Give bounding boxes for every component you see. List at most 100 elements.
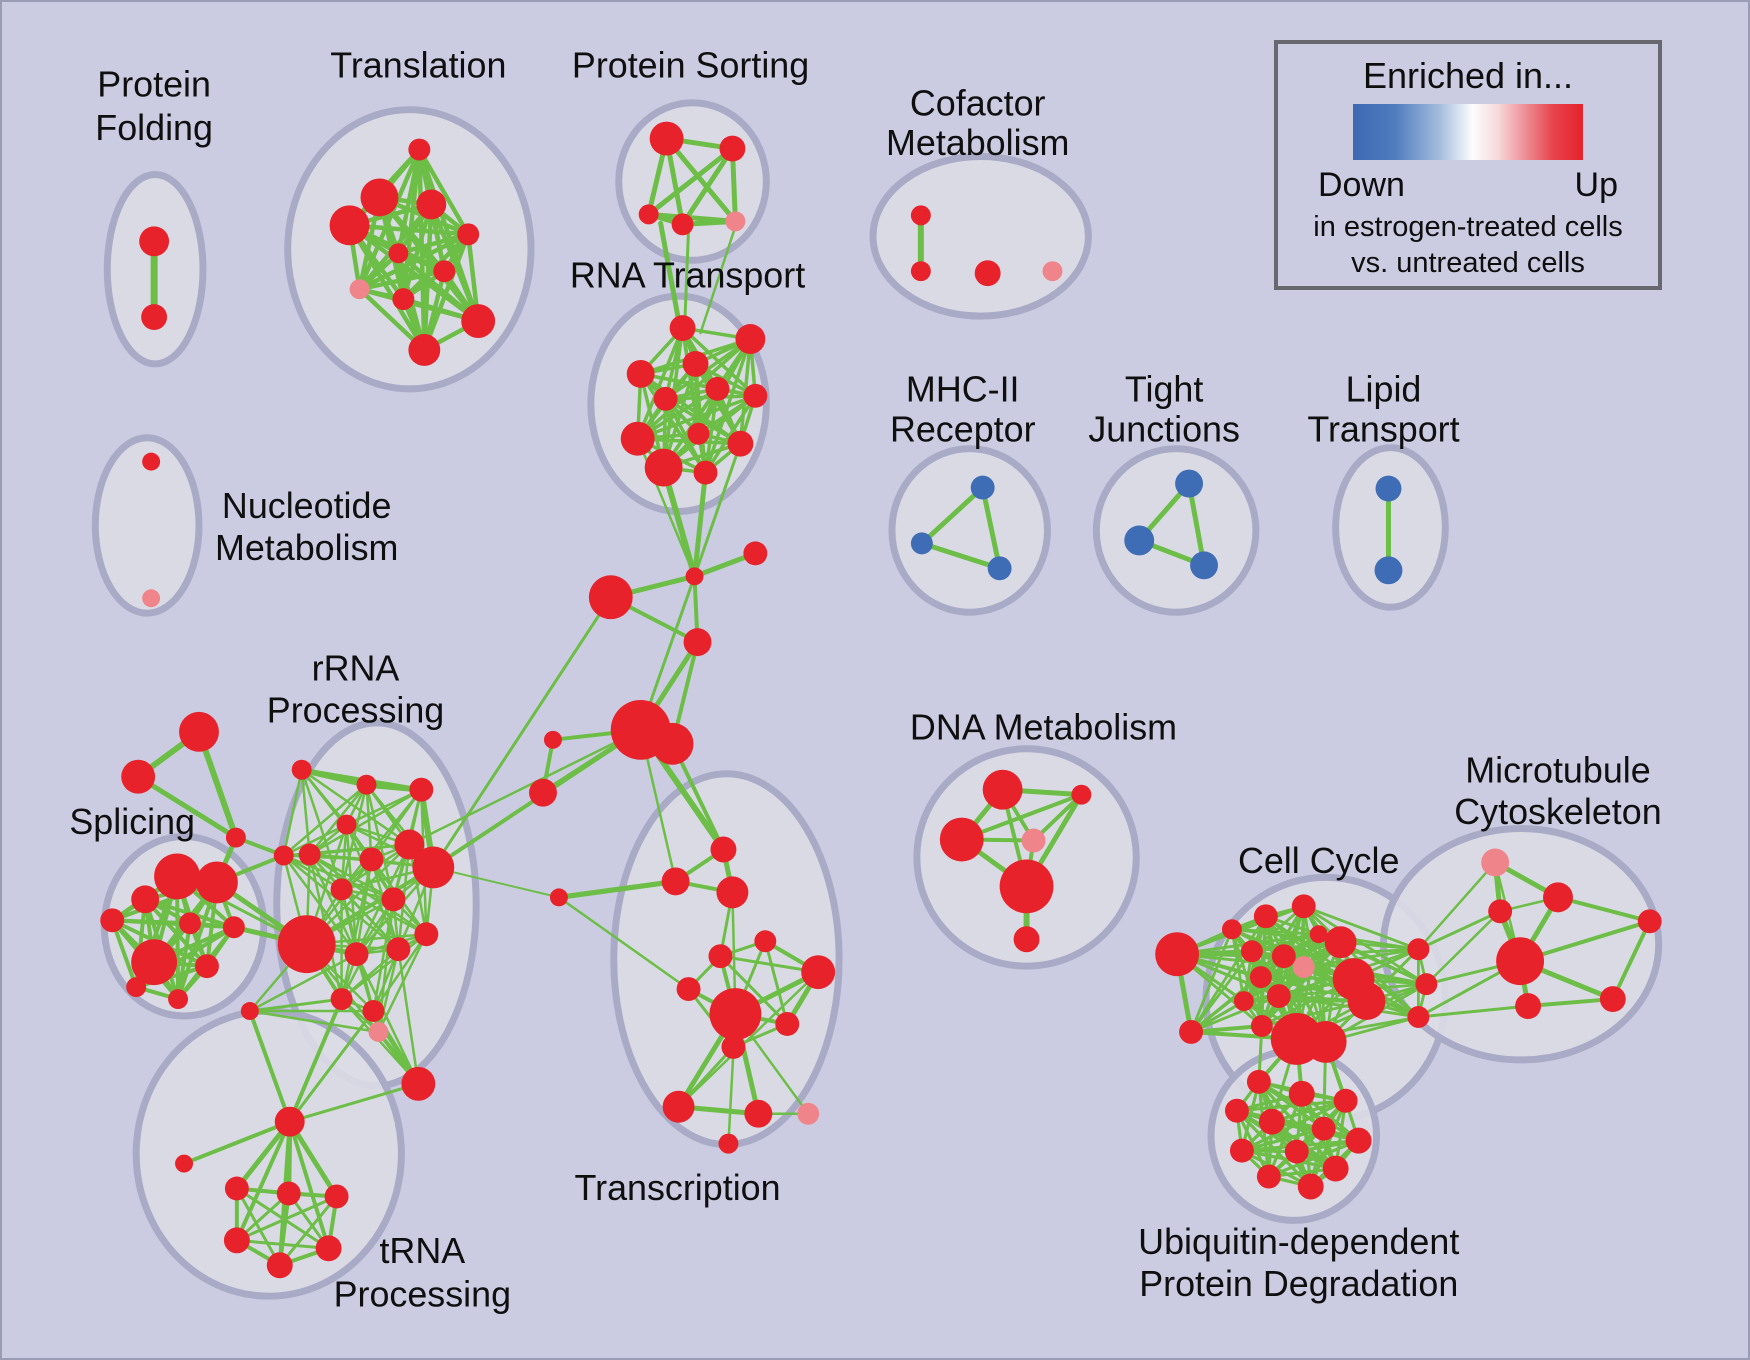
legend-caption-line2: vs. untreated cells bbox=[1351, 246, 1585, 279]
gene-set-node-rrna-processing bbox=[344, 942, 369, 967]
network-edge bbox=[135, 774, 239, 841]
gene-set-node-transcription bbox=[718, 1133, 739, 1154]
gene-set-node-splicing bbox=[195, 954, 219, 979]
cluster-label-rrna-processing: Processing bbox=[267, 690, 444, 730]
gene-set-node-transcription bbox=[754, 930, 777, 953]
gene-set-node-ubiquitin-degradation bbox=[1258, 1108, 1285, 1135]
gene-set-node-cell-cycle bbox=[1309, 925, 1328, 944]
network-edge bbox=[663, 397, 743, 446]
gene-set-node-rrna-processing bbox=[412, 846, 455, 889]
network-edge bbox=[282, 854, 373, 861]
gene-set-node-rna-transport bbox=[620, 421, 655, 456]
gene-set-node-dna-metabolism bbox=[939, 817, 984, 862]
legend-up-label: Up bbox=[1574, 165, 1618, 204]
gene-set-node-cofactor-metabolism bbox=[974, 260, 1001, 287]
gene-set-node-connector-hub bbox=[683, 628, 712, 657]
gene-set-node-rrna-processing bbox=[414, 922, 439, 947]
network-edge bbox=[1417, 861, 1497, 951]
network-edge bbox=[377, 933, 428, 1034]
network-edge bbox=[248, 952, 358, 1013]
gene-set-node-splicing bbox=[222, 916, 245, 939]
gene-set-node-microtubule-cytoskeleton bbox=[1599, 986, 1626, 1013]
gene-set-node-rrna-processing bbox=[394, 829, 425, 860]
network-edge bbox=[247, 1009, 292, 1124]
network-edge bbox=[1416, 909, 1502, 951]
gene-set-node-cell-cycle bbox=[1253, 904, 1278, 929]
gene-set-node-protein-sorting bbox=[671, 213, 694, 236]
legend-down-label: Down bbox=[1318, 165, 1405, 204]
gene-set-node-dna-metabolism bbox=[1013, 926, 1040, 953]
network-edge bbox=[429, 202, 481, 324]
gene-set-node-rrna-processing bbox=[291, 759, 312, 780]
gene-set-node-rna-transport bbox=[626, 359, 655, 388]
gene-set-node-tight-junctions bbox=[1124, 525, 1155, 556]
network-edge bbox=[396, 232, 471, 256]
gene-set-node-dna-metabolism bbox=[1071, 784, 1092, 805]
network-edge bbox=[143, 897, 209, 969]
network-edge bbox=[357, 147, 422, 292]
legend-gradient-bar bbox=[1353, 103, 1583, 160]
cluster-label-transcription: Transcription bbox=[575, 1168, 781, 1208]
gene-set-node-cell-cycle bbox=[1250, 1015, 1273, 1037]
network-edge bbox=[699, 225, 737, 335]
network-edge bbox=[234, 1119, 292, 1243]
network-edge bbox=[1610, 919, 1652, 1002]
gene-set-node-cell-cycle bbox=[1347, 982, 1386, 1020]
gene-set-node-transcription bbox=[709, 988, 762, 1040]
cluster-label-splicing: Splicing bbox=[69, 802, 195, 842]
gene-set-node-ubiquitin-degradation bbox=[1288, 1080, 1315, 1107]
gene-set-node-trna-processing bbox=[315, 1235, 342, 1262]
network-edge bbox=[340, 788, 423, 891]
gene-set-node-cofactor-metabolism bbox=[910, 205, 931, 226]
gene-set-node-microtubule-cytoskeleton bbox=[1543, 882, 1573, 913]
gene-set-node-transcription bbox=[661, 867, 690, 896]
gene-set-node-cell-cycle bbox=[1407, 938, 1430, 961]
cluster-label-nucleotide-metabolism: Nucleotide bbox=[222, 486, 392, 526]
cluster-ellipse-trna-processing bbox=[132, 1007, 405, 1300]
cluster-label-trna-processing: tRNA bbox=[379, 1231, 465, 1271]
network-edge bbox=[176, 921, 193, 1002]
gene-set-node-microtubule-cytoskeleton bbox=[1637, 909, 1662, 934]
gene-set-node-transcription bbox=[775, 1012, 800, 1036]
gene-set-node-translation bbox=[433, 260, 456, 283]
gene-set-node-nucleotide-metabolism bbox=[142, 589, 161, 608]
gene-set-node-cell-cycle bbox=[1266, 984, 1291, 1009]
cluster-label-ubiquitin-degradation: Protein Degradation bbox=[1139, 1264, 1458, 1304]
gene-set-node-trna-processing bbox=[175, 1154, 194, 1173]
cluster-label-cofactor-metabolism: Metabolism bbox=[886, 123, 1069, 163]
gene-set-node-cell-cycle bbox=[1221, 919, 1242, 940]
network-edge bbox=[1235, 1109, 1271, 1179]
cluster-label-lipid-transport: Lipid bbox=[1346, 369, 1422, 409]
gene-set-node-cell-cycle bbox=[1240, 940, 1263, 963]
network-edge bbox=[408, 843, 428, 936]
network-edge bbox=[248, 997, 344, 1013]
gene-set-node-rna-transport bbox=[682, 350, 709, 377]
cluster-ellipse-cofactor-metabolism bbox=[869, 153, 1092, 320]
gene-set-node-splicing-outlier-triangle bbox=[179, 711, 219, 752]
gene-set-node-translation bbox=[392, 288, 415, 311]
gene-set-node-rna-transport bbox=[687, 422, 710, 445]
network-edge bbox=[557, 896, 690, 991]
cluster-label-rna-transport: RNA Transport bbox=[570, 256, 805, 296]
network-edge bbox=[680, 146, 735, 227]
gene-set-node-tight-junctions bbox=[1190, 551, 1218, 580]
network-edge bbox=[556, 878, 679, 900]
network-edge bbox=[677, 970, 820, 1108]
network-edge bbox=[1267, 1092, 1304, 1179]
gene-set-node-rna-transport bbox=[669, 315, 696, 341]
cluster-label-protein-sorting: Protein Sorting bbox=[572, 45, 809, 85]
network-edge bbox=[357, 268, 447, 292]
network-edge bbox=[919, 485, 986, 546]
gene-set-node-rrna-processing bbox=[330, 878, 353, 901]
network-edge bbox=[282, 854, 395, 901]
network-edge bbox=[1242, 940, 1343, 1003]
gene-set-node-splicing bbox=[196, 861, 238, 904]
network-edge bbox=[340, 858, 373, 1001]
gene-set-node-protein-sorting bbox=[638, 204, 659, 225]
gene-set-node-cell-cycle bbox=[1291, 894, 1316, 919]
gene-set-node-cell-cycle bbox=[1304, 1020, 1347, 1063]
network-edge bbox=[692, 470, 708, 579]
gene-set-node-ubiquitin-degradation bbox=[1246, 1069, 1271, 1094]
